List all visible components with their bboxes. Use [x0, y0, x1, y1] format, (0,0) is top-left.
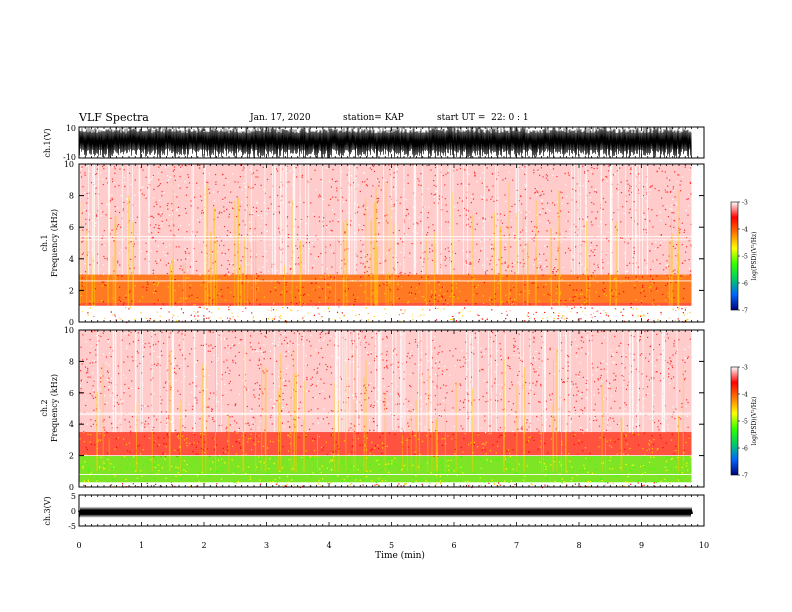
ch2-ytick-2: 2: [69, 452, 74, 461]
ch2-colorbar-tick--3: -3: [742, 365, 748, 372]
ch2-colorbar-label: log(PSD)(V²/Hz): [751, 397, 758, 446]
time-tick-2: 2: [201, 541, 206, 550]
ch1-colorbar-tick--7: -7: [742, 308, 748, 315]
ch3-trace: [77, 506, 694, 518]
time-tick-5: 5: [389, 541, 394, 550]
ch1-ytick-bottom: -10: [63, 153, 76, 162]
ch1-ytick-top: 10: [66, 124, 76, 133]
ch1-colorbar: -3 -4 -5 -6 -7 log(PSD)(V²/Hz): [730, 200, 758, 315]
ch2-colorbar-scale: [730, 366, 739, 476]
ch1-panel-label: ch.1: [40, 234, 49, 251]
ch1-ylabel: ch.1(V): [43, 128, 52, 157]
station-label: station= KAP: [343, 113, 404, 123]
ch1-ytick-0: 0: [69, 318, 74, 327]
time-axis-label: Time (min): [375, 550, 425, 561]
ch2-colorbar: -3 -4 -5 -6 -7 log(PSD)(V²/Hz): [730, 365, 758, 480]
ch2-colorbar-tick--4: -4: [742, 392, 748, 399]
time-tick-1: 1: [139, 541, 144, 550]
time-tick-7: 7: [514, 541, 519, 550]
ch1-colorbar-label: log(PSD)(V²/Hz): [751, 232, 758, 281]
ch1-waveform-trace: [78, 126, 692, 159]
time-tick-9: 9: [639, 541, 644, 550]
ch1-waveform-panel: 10 -10 ch.1(V): [43, 124, 705, 162]
ch2-ytick-8: 8: [69, 357, 74, 366]
ch1-freq-ticks: 0 2 4 6 8 10: [64, 160, 704, 327]
chart-date: Jan. 17, 2020: [250, 113, 311, 123]
ch2-colorbar-tick--6: -6: [742, 446, 748, 453]
ch1-freq-ylabel: Frequency (kHz): [50, 209, 59, 277]
ch1-ytick-10: 10: [64, 160, 74, 169]
ch2-colorbar-tick--5: -5: [742, 419, 748, 426]
ch1-spectrogram-panel: 0 2 4 6 8 10 ch.1 Frequency (kHz): [40, 160, 705, 327]
ch2-ytick-0: 0: [69, 483, 74, 492]
time-tick-8: 8: [576, 541, 581, 550]
ch3-ytick-neg5: -5: [68, 522, 76, 531]
ch1-ytick-2: 2: [69, 286, 74, 295]
time-tick-10: 10: [699, 541, 709, 550]
time-tick-6: 6: [451, 541, 456, 550]
ch2-panel-label: ch.2: [40, 399, 49, 416]
ch2-colorbar-tick--7: -7: [742, 473, 748, 480]
ch2-ytick-10: 10: [64, 326, 74, 335]
ch1-colorbar-tick--3: -3: [742, 200, 748, 207]
ch2-ytick-4: 4: [69, 420, 74, 429]
ch1-ytick-4: 4: [69, 255, 74, 264]
ch1-ytick-6: 6: [69, 223, 74, 232]
ch3-trace-panel: 5 0 -5 ch.3(V): [43, 492, 705, 531]
ch3-ytick-5: 5: [71, 492, 76, 501]
ch1-colorbar-tick--5: -5: [742, 254, 748, 261]
ch1-spectrogram-image: [79, 164, 704, 324]
time-axis: 0 1 2 3 4 5 6 7 8 9 10: [76, 127, 709, 550]
ch1-colorbar-tick--6: -6: [742, 281, 748, 288]
start-time-label: start UT = 22: 0 : 1: [437, 113, 529, 123]
ch2-spectrogram-image: [79, 330, 704, 489]
ch1-colorbar-scale: [730, 201, 739, 311]
ch1-colorbar-tick--4: -4: [742, 227, 748, 234]
ch2-spectrogram-panel: 0 2 4 6 8 10 ch.2 Frequency (kHz): [40, 326, 705, 492]
ch2-ytick-6: 6: [69, 389, 74, 398]
time-tick-0: 0: [76, 541, 81, 550]
chart-title: VLF Spectra: [79, 111, 149, 124]
ch2-freq-ticks: 0 2 4 6 8 10: [64, 326, 704, 492]
ch3-ytick-0: 0: [71, 507, 76, 516]
time-tick-4: 4: [326, 541, 331, 550]
ch1-ytick-8: 8: [69, 192, 74, 201]
ch3-ylabel: ch.3(V): [43, 496, 52, 525]
time-tick-3: 3: [264, 541, 269, 550]
ch2-freq-ylabel: Frequency (kHz): [50, 374, 59, 442]
